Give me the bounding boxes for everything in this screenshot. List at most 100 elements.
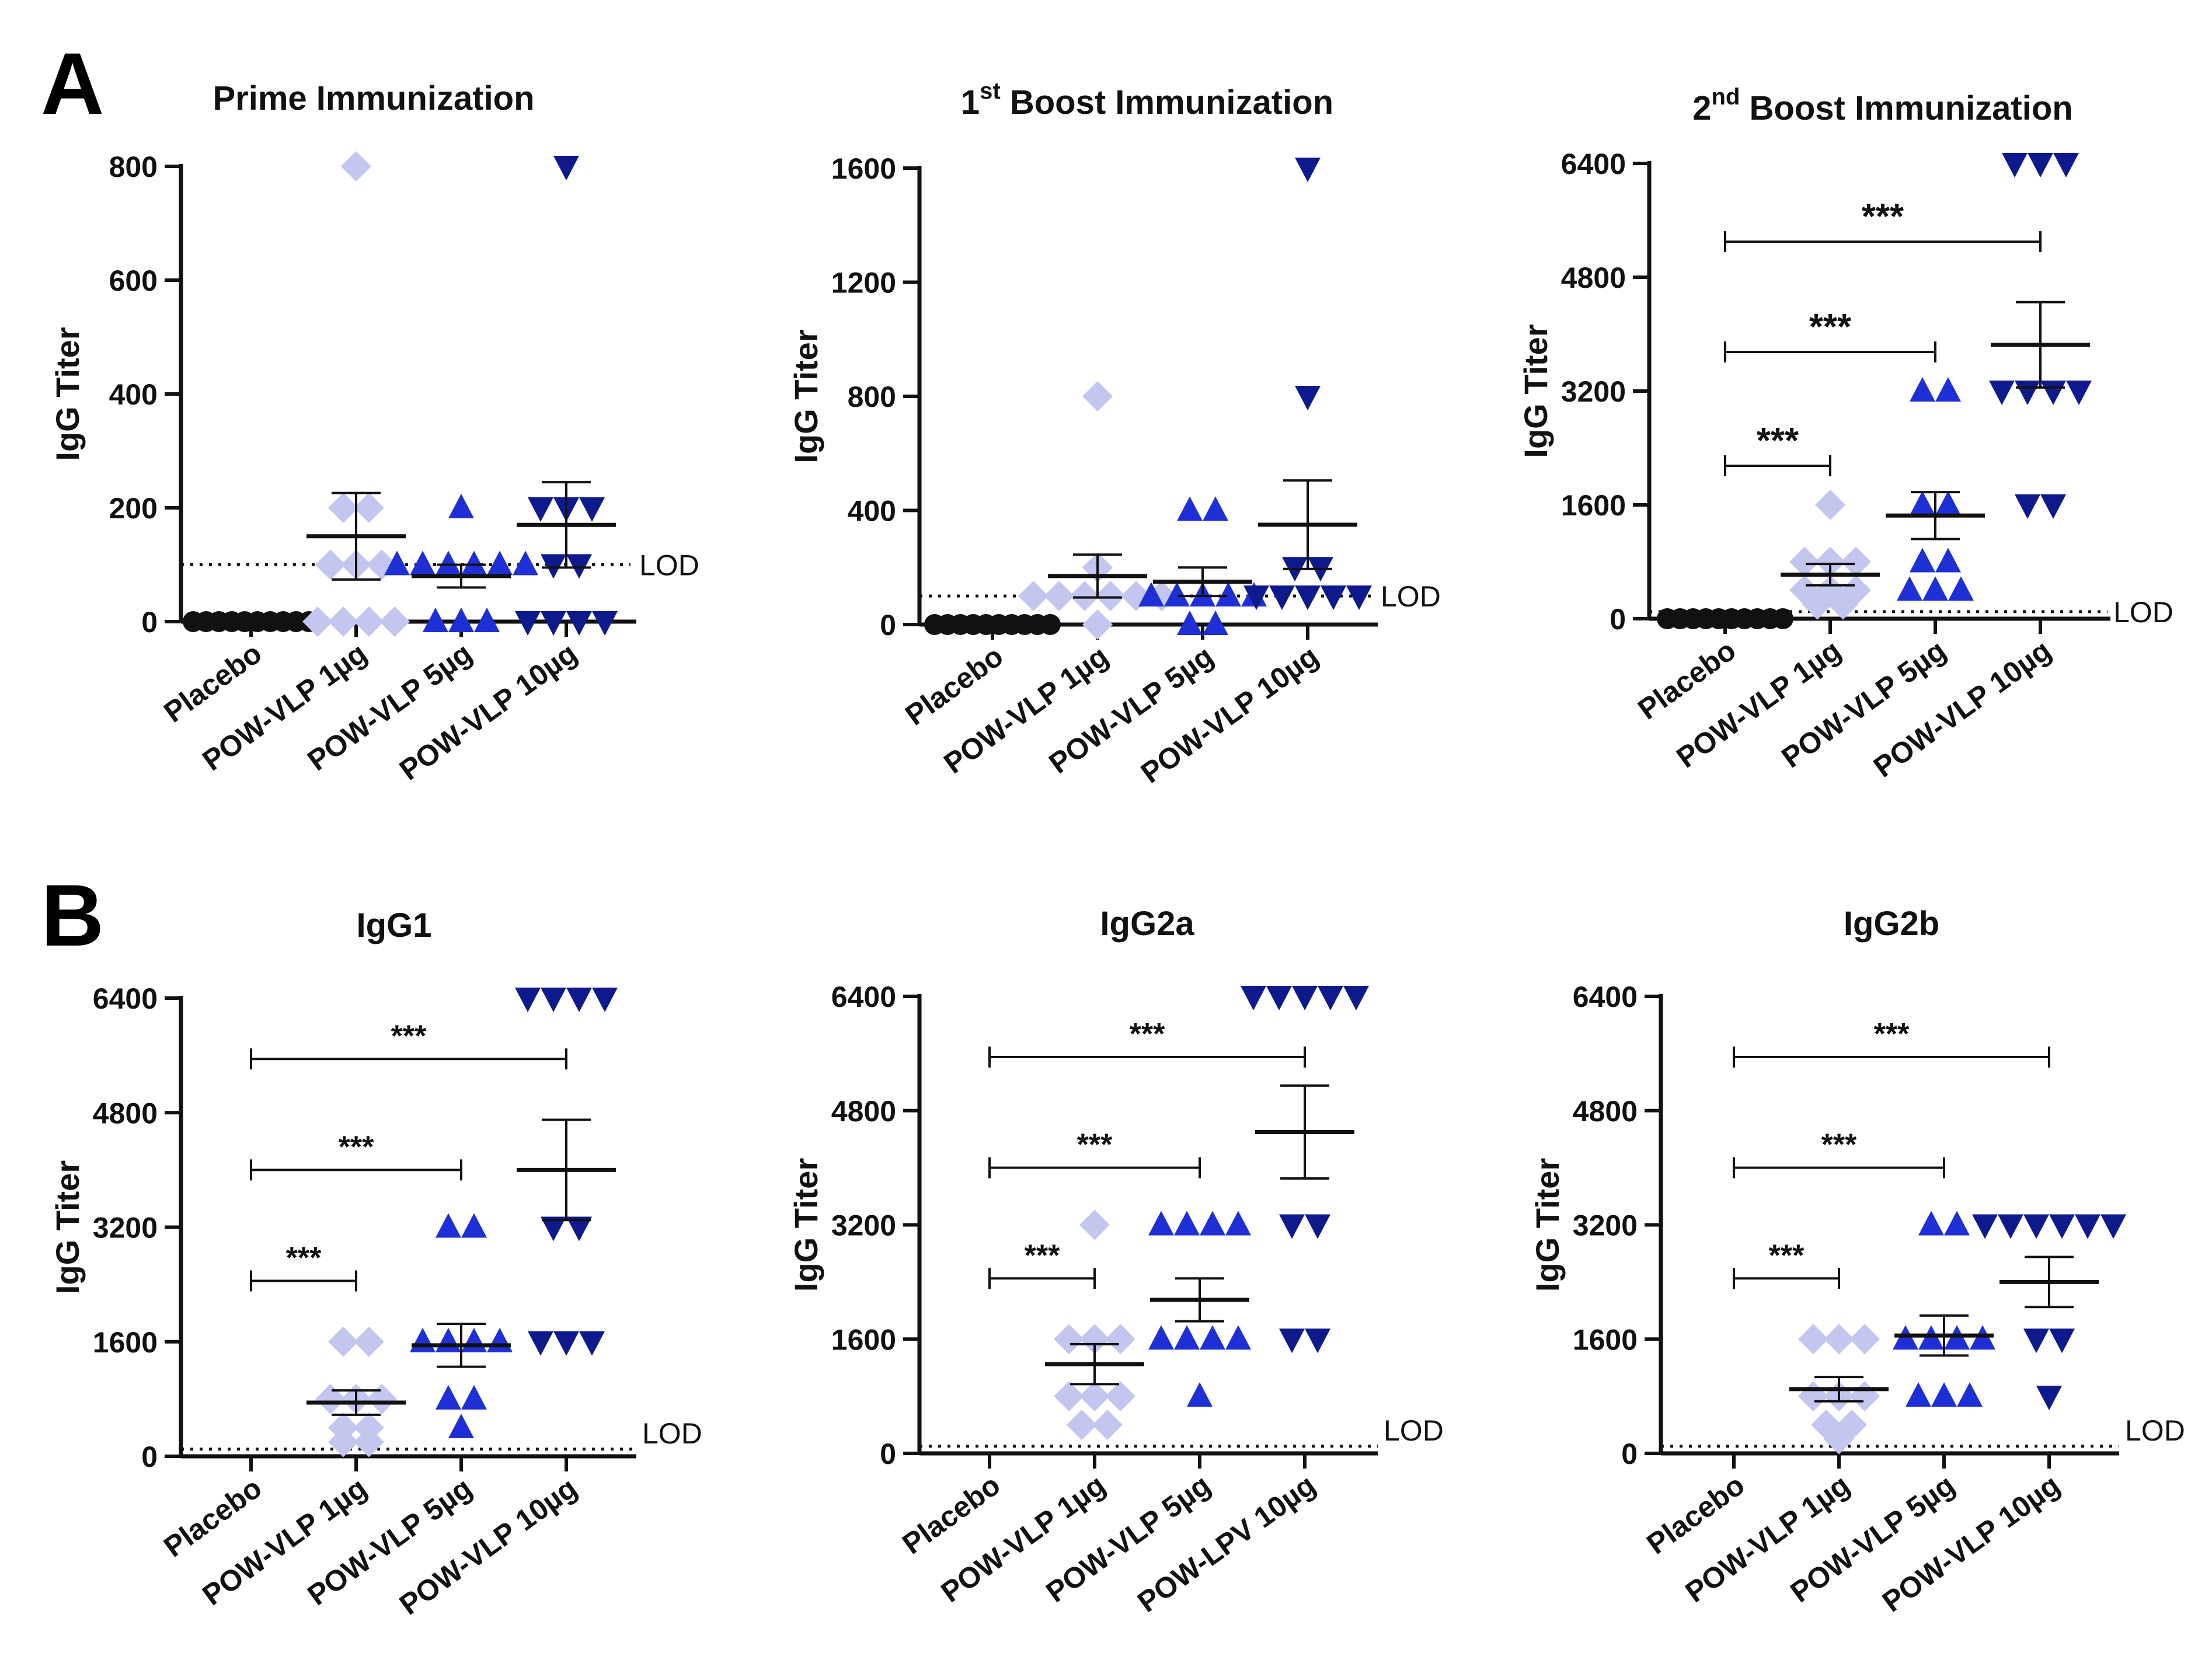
data-point [384, 550, 410, 576]
y-tick-label: 6400 [1561, 148, 1626, 180]
data-point [1225, 1325, 1251, 1350]
data-point [328, 1326, 358, 1357]
data-point [2066, 381, 2092, 405]
data-point [2040, 494, 2066, 519]
data-point [1174, 1325, 1200, 1350]
data-point [1079, 1324, 1110, 1355]
data-point [302, 606, 333, 637]
lod-label: LOD [639, 549, 699, 582]
data-point [1082, 381, 1113, 411]
data-point [1931, 1382, 1957, 1407]
data-point [1174, 1211, 1200, 1236]
data-point [354, 606, 384, 637]
y-tick-label: 800 [109, 151, 158, 183]
data-point [1040, 614, 1061, 635]
data-point [1164, 582, 1190, 607]
data-point [566, 1216, 592, 1241]
data-point [2028, 153, 2053, 177]
y-tick-label: 4800 [1573, 1095, 1638, 1128]
data-point [315, 549, 346, 580]
data-point [1279, 1328, 1305, 1354]
y-tick-label: 1600 [831, 152, 896, 185]
data-point [1243, 585, 1269, 611]
significance-label: *** [1874, 1017, 1910, 1051]
data-point [1044, 581, 1074, 612]
significance-label: *** [286, 1241, 322, 1275]
data-point [1279, 1214, 1305, 1239]
data-point [1910, 547, 1935, 573]
data-point [1935, 547, 1961, 573]
data-point [541, 1216, 566, 1241]
data-point [1067, 1410, 1097, 1441]
data-point [461, 1384, 487, 1410]
data-point [2036, 1386, 2062, 1411]
significance-label: *** [1025, 1239, 1060, 1272]
data-point [1138, 582, 1164, 607]
data-point [1092, 1410, 1123, 1441]
y-tick-label: 6400 [93, 982, 158, 1015]
panel-letter-a: A [41, 34, 104, 132]
data-point [354, 1427, 384, 1457]
y-tick-label: 0 [141, 606, 158, 639]
data-point [1079, 1209, 1110, 1240]
y-tick-label: 4800 [93, 1097, 158, 1129]
lod-label: LOD [1384, 1414, 1444, 1447]
significance-label: *** [1809, 307, 1852, 347]
y-tick-label: 3200 [831, 1209, 896, 1242]
y-axis-label: IgG Titer [788, 1158, 824, 1292]
data-point [1305, 1214, 1330, 1239]
panel-letter-b: B [41, 866, 104, 964]
data-point [1815, 490, 1845, 520]
data-point [1910, 491, 1935, 515]
data-point [1989, 381, 2015, 405]
data-point [1241, 986, 1266, 1010]
data-point [1148, 1211, 1174, 1236]
y-tick-label: 1600 [93, 1326, 158, 1359]
data-point [513, 550, 538, 576]
y-tick-label: 600 [109, 264, 158, 297]
data-point [1998, 1214, 2023, 1239]
y-tick-label: 0 [880, 609, 896, 641]
data-point [1292, 986, 1318, 1010]
y-axis-label: IgG Titer [49, 327, 86, 461]
data-point [579, 497, 605, 522]
data-point [1944, 1211, 1970, 1236]
data-point [436, 1213, 461, 1238]
data-point [566, 988, 592, 1012]
data-point [1105, 1324, 1135, 1355]
data-point [1200, 1211, 1225, 1236]
data-point [448, 494, 474, 518]
data-point [1346, 585, 1372, 611]
y-tick-label: 0 [141, 1441, 158, 1473]
data-point [2015, 494, 2040, 519]
data-point [1922, 576, 1948, 601]
data-point [1295, 386, 1321, 410]
y-axis-label: IgG Titer [1529, 1158, 1566, 1292]
data-point [354, 493, 384, 523]
significance-label: *** [1130, 1017, 1165, 1051]
y-tick-label: 400 [109, 378, 158, 411]
data-point [1935, 377, 1961, 402]
data-point [1215, 582, 1241, 607]
data-point [1148, 1325, 1174, 1350]
data-point [448, 1413, 474, 1438]
data-point [2049, 1214, 2075, 1239]
plot-title: IgG2a [1100, 905, 1194, 943]
y-tick-label: 0 [880, 1438, 896, 1470]
data-point [1225, 1211, 1251, 1236]
data-point [1802, 589, 1833, 620]
data-point [1269, 585, 1295, 611]
data-point [579, 1331, 605, 1356]
data-point [341, 151, 371, 182]
data-point [1177, 611, 1203, 635]
data-point [1798, 1324, 1828, 1355]
data-point [328, 606, 358, 637]
data-point [1305, 1328, 1330, 1354]
data-point [1054, 1381, 1084, 1412]
data-point [328, 493, 358, 523]
data-point [423, 608, 448, 632]
data-point [1295, 158, 1321, 182]
plot-title: Prime Immunization [213, 79, 534, 117]
y-tick-label: 800 [848, 381, 896, 413]
